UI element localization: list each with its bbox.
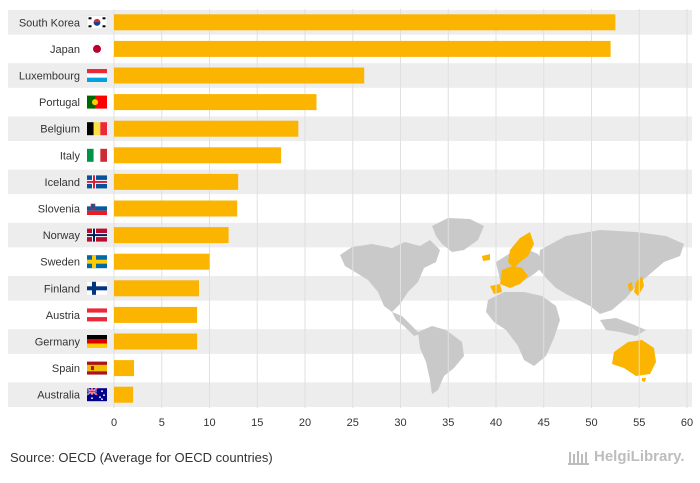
sweden-flag (87, 255, 107, 269)
x-tick-label: 20 (299, 417, 311, 429)
category-label: Slovenia (38, 204, 81, 216)
luxembourg-flag (87, 69, 107, 82)
iceland-flag (87, 175, 107, 189)
category-label: Germany (35, 337, 81, 349)
x-tick-label: 10 (203, 417, 215, 429)
bar (114, 306, 198, 323)
map-highlight-western-europe (500, 266, 528, 288)
portugal-flag (87, 95, 107, 109)
bar (114, 280, 199, 297)
norway-flag (87, 228, 107, 242)
bar (114, 94, 317, 111)
bars (114, 14, 616, 403)
category-label: Sweden (40, 257, 80, 269)
category-label: Japan (50, 44, 80, 56)
bar (114, 67, 365, 84)
map-southeast-asia (600, 318, 646, 336)
map-highlight-korea (628, 282, 633, 291)
bar (114, 360, 135, 377)
x-axis-ticks: 0 5 10 15 20 25 30 35 40 45 50 55 60 (111, 417, 693, 429)
x-tick-label: 15 (251, 417, 263, 429)
finland-flag (87, 281, 107, 295)
map-south-america (418, 326, 464, 394)
x-tick-label: 45 (538, 417, 550, 429)
row-band (8, 169, 692, 195)
slovenia-flag (87, 202, 107, 215)
x-tick-label: 5 (159, 417, 165, 429)
bar (114, 333, 198, 350)
world-map (340, 218, 684, 394)
helgi-library-logo: HelgiLibrary. (568, 448, 685, 465)
map-highlight-tasmania (642, 378, 646, 382)
bar (114, 40, 611, 57)
category-label: South Korea (19, 17, 81, 29)
belgium-flag (87, 122, 107, 136)
x-tick-label: 60 (681, 417, 693, 429)
category-label: Portugal (39, 97, 80, 109)
map-north-america (340, 240, 440, 312)
x-tick-label: 0 (111, 417, 117, 429)
x-tick-label: 50 (585, 417, 597, 429)
map-central-america (392, 312, 420, 336)
map-africa (486, 292, 560, 366)
austria-flag (87, 308, 107, 322)
australia-flag (86, 387, 107, 402)
row-band (8, 329, 692, 354)
x-tick-label: 30 (394, 417, 406, 429)
x-tick-label: 35 (442, 417, 454, 429)
category-label: Luxembourg (19, 71, 80, 83)
category-label: Norway (43, 230, 81, 242)
category-labels: South Korea Japan Luxembourg Portugal Belgiu… (19, 17, 81, 401)
map-greenland (432, 218, 484, 252)
south-korea-flag (86, 15, 108, 30)
bar (114, 386, 134, 403)
flags (86, 15, 108, 402)
category-label: Australia (37, 390, 81, 402)
x-tick-label: 40 (490, 417, 502, 429)
row-band (8, 382, 692, 407)
category-label: Belgium (40, 124, 80, 136)
map-highlight-iceland (482, 254, 490, 261)
bar (114, 173, 239, 190)
x-tick-label: 25 (347, 417, 359, 429)
logo-text: HelgiLibrary. (594, 448, 685, 465)
row-band (8, 116, 692, 141)
bar (114, 200, 238, 217)
source-note: Source: OECD (Average for OECD countries… (10, 450, 273, 465)
map-asia (538, 230, 684, 314)
germany-flag (87, 335, 107, 348)
bar (114, 227, 229, 244)
category-label: Finland (44, 283, 80, 295)
bar (114, 147, 282, 164)
japan-flag (87, 42, 107, 56)
bar (114, 14, 616, 31)
bar-chart: South Korea Japan Luxembourg Portugal Belgiu… (8, 9, 693, 429)
map-highlight-australia (612, 340, 656, 376)
bar (114, 253, 210, 270)
map-highlight-scandinavia (508, 232, 534, 268)
category-label: Spain (52, 363, 80, 375)
category-label: Austria (46, 310, 81, 322)
bar (114, 120, 299, 137)
spain-flag (87, 361, 107, 375)
category-label: Iceland (45, 177, 80, 189)
x-tick-label: 55 (633, 417, 645, 429)
category-label: Italy (60, 150, 81, 162)
library-columns-icon (568, 450, 589, 465)
italy-flag (87, 148, 107, 162)
